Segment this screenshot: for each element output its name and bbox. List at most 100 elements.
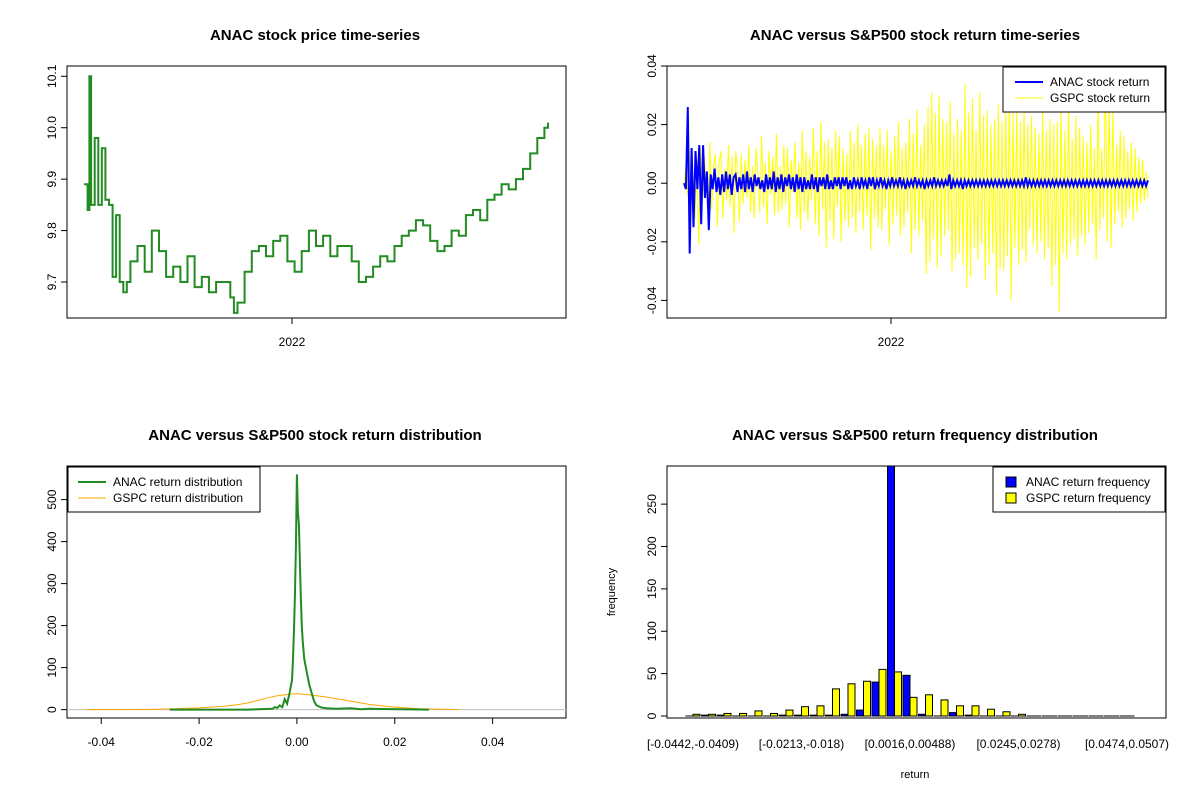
gspc-frequency-bar [971, 705, 980, 717]
price-y-tick-label: 9.7 [45, 273, 59, 290]
anac-frequency-bar [809, 714, 818, 717]
price-y-tick-label: 10.0 [45, 116, 59, 140]
anac-frequency-bar [964, 714, 973, 717]
anac-frequency-bar [794, 714, 802, 717]
returns-y-tick-label: -0.02 [645, 228, 659, 256]
density-legend-box [67, 466, 261, 513]
histogram-y-tick-label: 100 [645, 621, 659, 641]
density-x-tick-label: 0.02 [383, 735, 407, 749]
anac-frequency-bar [825, 714, 833, 717]
gspc-frequency-bar [925, 694, 933, 717]
density-y-axis: 0 100 200 300 400 500 [45, 489, 68, 713]
price-chart-title: ANAC stock price time-series [210, 27, 420, 44]
density-y-tick-label: 200 [45, 615, 59, 635]
gspc-frequency-bar [940, 699, 949, 717]
gspc-frequency-bar [847, 683, 856, 717]
anac-frequency-bar [918, 713, 926, 717]
gspc-density-line [86, 693, 459, 711]
histogram-x-tick-label: [-0.0442,-0.0409) [647, 737, 739, 751]
gspc-frequency-bar [801, 706, 809, 717]
density-y-tick-label: 400 [45, 531, 59, 551]
returns-legend-anac-label: ANAC stock return [1050, 75, 1149, 89]
panel-histogram: ANAC versus S&P500 return frequency dist… [606, 427, 1169, 781]
histogram-y-tick-label: 0 [645, 712, 659, 719]
price-y-tick-label: 10.1 [45, 64, 59, 88]
anac-frequency-bar [856, 709, 864, 717]
anac-frequency-bar [840, 713, 849, 717]
returns-y-tick-label: 0.04 [645, 54, 659, 78]
gspc-frequency-bar [878, 668, 887, 717]
anac-frequency-bar [902, 674, 911, 717]
density-y-tick-label: 100 [45, 657, 59, 677]
returns-x-axis: 2022 [878, 318, 905, 349]
histogram-y-axis-label: frequency [606, 567, 618, 616]
density-x-tick-label: 0.00 [285, 735, 309, 749]
gspc-frequency-bar [909, 696, 918, 717]
gspc-frequency-bar [1002, 711, 1011, 717]
histogram-legend-gspc-swatch [1005, 492, 1017, 504]
price-y-tick-label: 9.9 [45, 170, 59, 187]
histogram-bars [685, 465, 1135, 717]
gspc-frequency-bar [708, 713, 716, 717]
density-x-axis: -0.04 -0.02 0.00 0.02 0.04 [88, 717, 505, 749]
anac-frequency-bar [887, 465, 895, 717]
gspc-frequency-bar [770, 712, 778, 717]
histogram-legend-anac-label: ANAC return frequency [1026, 475, 1150, 489]
gspc-frequency-bar [754, 710, 763, 717]
histogram-chart-title: ANAC versus S&P500 return frequency dist… [732, 427, 1098, 444]
anac-density-line [169, 474, 430, 711]
histogram-y-tick-label: 250 [645, 494, 659, 514]
density-chart-title: ANAC versus S&P500 stock return distribu… [148, 427, 481, 444]
density-y-tick-label: 0 [45, 706, 59, 713]
returns-y-tick-label: 0.02 [645, 113, 659, 137]
panel-returns: ANAC versus S&P500 stock return time-ser… [645, 27, 1167, 349]
histogram-y-tick-label: 200 [645, 536, 659, 556]
returns-y-axis: -0.04 -0.02 0.00 0.02 0.04 [645, 54, 668, 314]
panel-density: ANAC versus S&P500 stock return distribu… [45, 427, 567, 749]
density-x-tick-label: -0.04 [88, 735, 116, 749]
price-y-tick-label: 9.8 [45, 222, 59, 239]
density-x-tick-label: -0.02 [185, 735, 213, 749]
panel-price: ANAC stock price time-series 9.7 9.8 9.9 10… [45, 27, 567, 349]
returns-legend: ANAC stock return GSPC stock return [1002, 66, 1166, 113]
returns-legend-gspc-label: GSPC stock return [1050, 91, 1150, 105]
density-y-tick-label: 500 [45, 489, 59, 509]
histogram-x-tick-label: [0.0016,0.00488) [865, 737, 956, 751]
anac-return-line [683, 106, 1149, 254]
histogram-x-tick-label: [0.0245,0.0278) [976, 737, 1060, 751]
histogram-y-tick-label: 50 [645, 667, 659, 681]
gspc-frequency-bar [692, 713, 701, 717]
gspc-frequency-bar [1018, 713, 1026, 717]
histogram-legend-box [992, 466, 1166, 513]
gspc-frequency-bar [816, 705, 825, 717]
price-y-axis: 9.7 9.8 9.9 10.0 10.1 [45, 64, 68, 290]
anac-frequency-bar [778, 714, 787, 717]
gspc-frequency-bar [894, 671, 902, 717]
returns-y-tick-label: -0.04 [645, 286, 659, 314]
gspc-frequency-bar [956, 705, 964, 717]
returns-chart-title: ANAC versus S&P500 stock return time-ser… [750, 27, 1080, 44]
gspc-frequency-bar [987, 708, 995, 717]
histogram-x-tick-labels: [-0.0442,-0.0409) [-0.0213,-0.018) [0.0016… [647, 737, 1169, 751]
histogram-x-tick-label: [-0.0213,-0.018) [759, 737, 844, 751]
histogram-y-tick-label: 150 [645, 579, 659, 599]
returns-x-tick-label: 2022 [878, 335, 905, 349]
anac-frequency-bar [716, 714, 725, 717]
histogram-legend: ANAC return frequency GSPC return freque… [992, 466, 1166, 513]
returns-y-tick-label: 0.00 [645, 171, 659, 195]
price-x-axis: 2022 [279, 318, 306, 349]
histogram-x-tick-label: [0.0474,0.0507) [1085, 737, 1169, 751]
gspc-frequency-bar [863, 680, 871, 717]
gspc-frequency-bar [832, 688, 840, 717]
gspc-frequency-bar [785, 709, 794, 717]
histogram-legend-gspc-label: GSPC return frequency [1026, 491, 1151, 505]
price-plot-frame [66, 65, 567, 319]
histogram-x-axis-label: return [901, 769, 930, 781]
price-x-tick-label: 2022 [279, 335, 306, 349]
density-legend-anac-label: ANAC return distribution [113, 475, 242, 489]
density-legend: ANAC return distribution GSPC return dis… [67, 466, 261, 513]
anac-frequency-bar [701, 714, 709, 717]
price-series-line [84, 75, 549, 314]
density-x-tick-label: 0.04 [481, 735, 505, 749]
